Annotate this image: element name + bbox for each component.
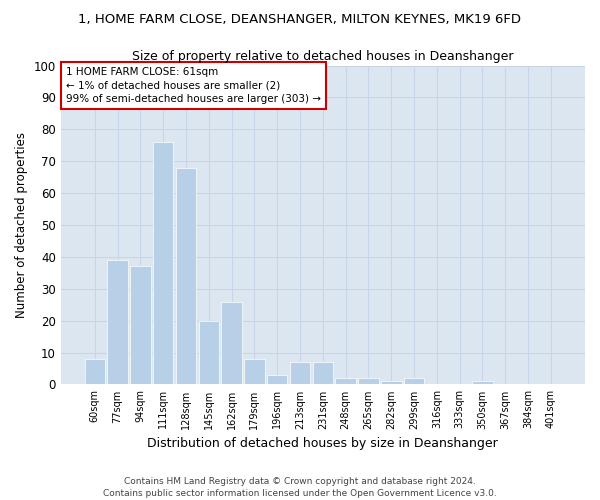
- Bar: [153, 142, 173, 384]
- Bar: [267, 375, 287, 384]
- Bar: [358, 378, 379, 384]
- Bar: [244, 359, 265, 384]
- Title: Size of property relative to detached houses in Deanshanger: Size of property relative to detached ho…: [132, 50, 514, 63]
- Bar: [221, 302, 242, 384]
- Bar: [313, 362, 333, 384]
- Bar: [107, 260, 128, 384]
- X-axis label: Distribution of detached houses by size in Deanshanger: Distribution of detached houses by size …: [148, 437, 498, 450]
- Bar: [472, 381, 493, 384]
- Bar: [85, 359, 105, 384]
- Text: Contains HM Land Registry data © Crown copyright and database right 2024.
Contai: Contains HM Land Registry data © Crown c…: [103, 476, 497, 498]
- Bar: [130, 266, 151, 384]
- Bar: [176, 168, 196, 384]
- Y-axis label: Number of detached properties: Number of detached properties: [15, 132, 28, 318]
- Bar: [335, 378, 356, 384]
- Bar: [381, 381, 401, 384]
- Bar: [290, 362, 310, 384]
- Bar: [199, 320, 219, 384]
- Bar: [404, 378, 424, 384]
- Text: 1 HOME FARM CLOSE: 61sqm
← 1% of detached houses are smaller (2)
99% of semi-det: 1 HOME FARM CLOSE: 61sqm ← 1% of detache…: [66, 67, 321, 104]
- Text: 1, HOME FARM CLOSE, DEANSHANGER, MILTON KEYNES, MK19 6FD: 1, HOME FARM CLOSE, DEANSHANGER, MILTON …: [79, 12, 521, 26]
